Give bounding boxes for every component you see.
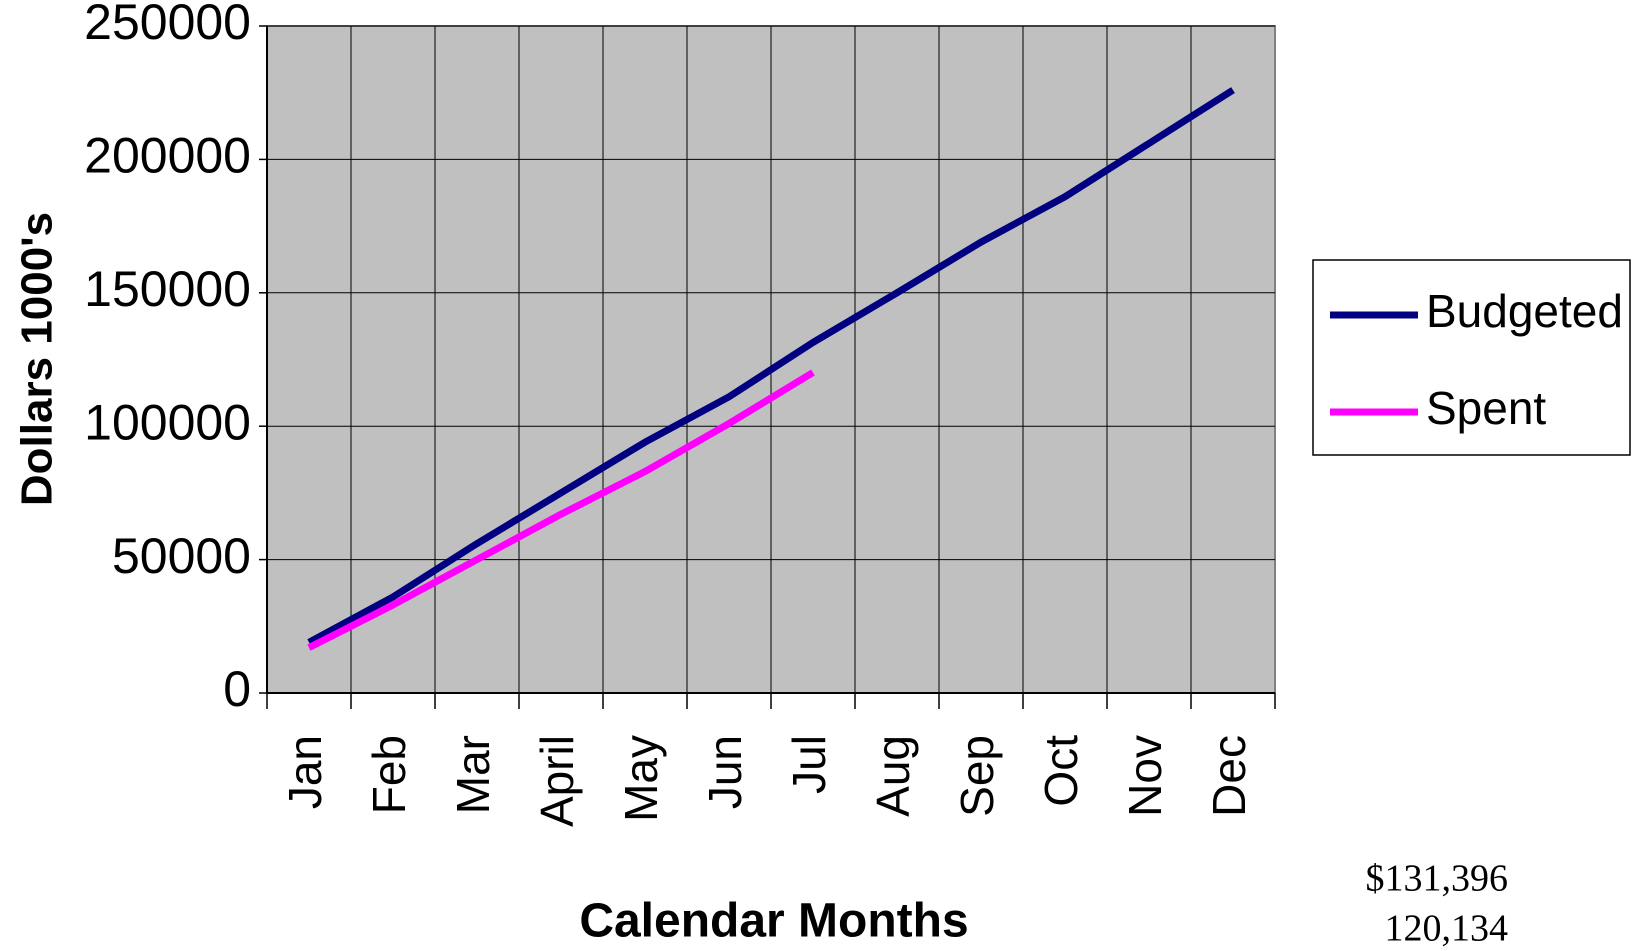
annotation: $131,396 (1366, 858, 1509, 900)
y-axis-label: Dollars 1000's (13, 212, 62, 506)
x-tick-label: Mar (447, 735, 499, 814)
y-tick-label: 0 (223, 661, 251, 717)
x-tick-label: Dec (1203, 735, 1255, 817)
y-tick-label: 50000 (112, 528, 251, 584)
legend-label: Spent (1426, 382, 1546, 434)
x-tick-label: Jan (279, 735, 331, 809)
legend-label: Budgeted (1426, 285, 1623, 337)
annotation: 120,134 (1385, 908, 1509, 950)
x-axis-label: Calendar Months (579, 895, 968, 948)
y-tick-label: 200000 (84, 128, 251, 184)
legend-box (1312, 259, 1631, 456)
y-tick-label: 150000 (84, 261, 251, 317)
series-line (307, 369, 815, 651)
series-line (307, 87, 1235, 646)
y-tick-label: 100000 (84, 394, 251, 450)
x-tick-label: Nov (1119, 735, 1171, 817)
x-tick-label: Aug (867, 735, 919, 817)
x-tick-label: Jun (699, 735, 751, 809)
x-tick-label: April (531, 735, 583, 827)
x-tick-label: May (615, 735, 667, 822)
x-tick-label: Oct (1035, 735, 1087, 807)
x-tick-label: Feb (363, 735, 415, 814)
x-tick-label: Sep (951, 735, 1003, 817)
x-tick-label: Jul (783, 735, 835, 794)
y-tick-label: 250000 (84, 0, 251, 50)
